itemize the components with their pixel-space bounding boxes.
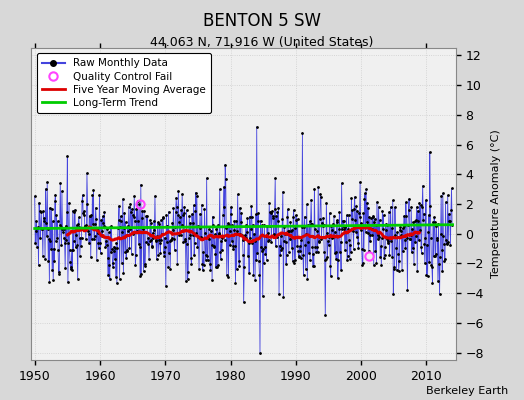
Text: 44.063 N, 71.916 W (United States): 44.063 N, 71.916 W (United States) bbox=[150, 36, 374, 49]
Text: BENTON 5 SW: BENTON 5 SW bbox=[203, 12, 321, 30]
Legend: Raw Monthly Data, Quality Control Fail, Five Year Moving Average, Long-Term Tren: Raw Monthly Data, Quality Control Fail, … bbox=[37, 53, 211, 113]
Text: Berkeley Earth: Berkeley Earth bbox=[426, 386, 508, 396]
Y-axis label: Temperature Anomaly (°C): Temperature Anomaly (°C) bbox=[491, 130, 501, 278]
